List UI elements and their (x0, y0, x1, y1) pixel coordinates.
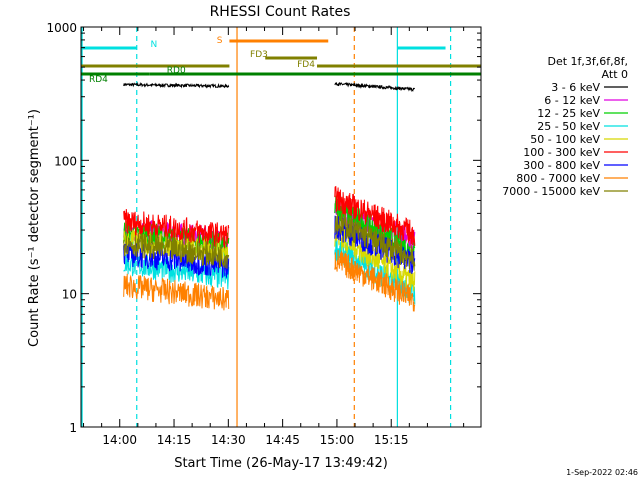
y-axis-label: Count Rate (s⁻¹ detector segment⁻¹) (27, 109, 42, 347)
annotation-label-rd0: RD0 (167, 66, 186, 76)
series-4-segment-1 (334, 225, 416, 294)
legend-label-5: 100 - 300 keV (523, 146, 600, 159)
footer-timestamp: 1-Sep-2022 02:46 (566, 468, 638, 477)
annotation-label-s: S (217, 36, 223, 46)
series-0-segment-0 (123, 81, 230, 89)
x-tick-label-5: 15:15 (374, 433, 409, 447)
series-7-segment-1 (334, 249, 416, 312)
annotation-label-fd3: FD3 (250, 50, 268, 60)
y-tick-label-3: 1000 (46, 21, 77, 35)
annotation-label-fd4: FD4 (297, 60, 315, 70)
legend-label-8: 7000 - 15000 keV (502, 185, 600, 198)
legend-label-3: 25 - 50 keV (537, 120, 600, 133)
legend-header-0: Det 1f,3f,6f,8f, (547, 55, 628, 68)
x-tick-label-0: 14:00 (102, 433, 137, 447)
series-8-segment-0 (123, 232, 230, 269)
series-7-segment-0 (123, 273, 230, 311)
x-axis-label: Start Time (26-May-17 13:49:42) (174, 456, 388, 471)
series-0-segment-1 (334, 81, 416, 93)
legend-label-0: 3 - 6 keV (551, 81, 600, 94)
plot-frame (80, 26, 482, 428)
series-8-segment-1 (334, 212, 416, 271)
series-5-segment-1 (334, 185, 416, 246)
legend-label-1: 6 - 12 keV (544, 94, 600, 107)
x-tick-label-2: 14:30 (211, 433, 246, 447)
chart-title: RHESSI Count Rates (210, 4, 351, 20)
annotation-label-rd4: RD4 (89, 75, 108, 85)
annotation-label-n: N (151, 40, 158, 50)
x-tick-label-3: 14:45 (265, 433, 300, 447)
y-tick-label-2: 100 (54, 154, 77, 168)
legend-label-6: 300 - 800 keV (523, 159, 600, 172)
legend-label-7: 800 - 7000 keV (516, 172, 600, 185)
y-tick-label-1: 10 (62, 288, 77, 302)
legend-header-1: Att 0 (602, 68, 628, 81)
x-tick-label-4: 15:00 (320, 433, 355, 447)
legend-label-2: 12 - 25 keV (537, 107, 600, 120)
x-tick-label-1: 14:15 (157, 433, 192, 447)
y-tick-label-0: 1 (69, 421, 77, 435)
legend-label-4: 50 - 100 keV (530, 133, 600, 146)
series-6-segment-0 (123, 241, 230, 278)
